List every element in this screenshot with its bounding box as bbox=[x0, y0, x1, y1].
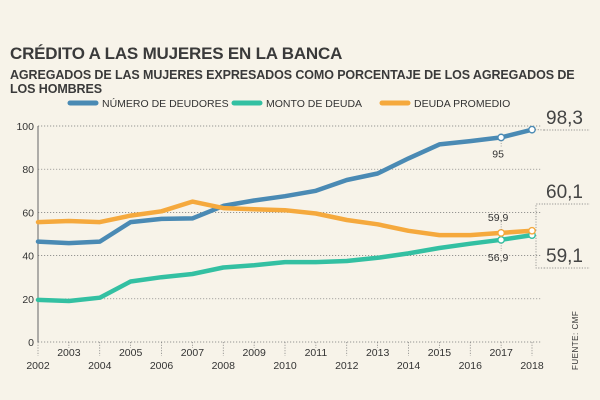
data-point-marker bbox=[528, 125, 536, 134]
legend-label: DEUDA PROMEDIO bbox=[414, 98, 510, 110]
y-tick-label: 60 bbox=[22, 207, 34, 219]
x-tick-label: 2003 bbox=[57, 347, 81, 359]
y-tick-label: 0 bbox=[28, 337, 34, 349]
legend-label: MONTO DE DEUDA bbox=[266, 98, 362, 110]
source-note: FUENTE: CMF bbox=[571, 311, 580, 370]
x-axis: 2002 2003 2004 2005 2006 2007 2008 2009 2010 2011… bbox=[26, 342, 544, 372]
end-label-leader bbox=[535, 203, 544, 231]
x-tick-label: 2004 bbox=[88, 360, 112, 372]
end-label-leader bbox=[535, 235, 544, 269]
y-tick-label: 80 bbox=[22, 164, 34, 176]
x-tick-label: 2017 bbox=[489, 347, 513, 359]
x-tick-label: 2002 bbox=[26, 360, 50, 372]
y-tick-label: 100 bbox=[16, 121, 34, 133]
grid bbox=[37, 125, 542, 343]
x-tick-label: 2012 bbox=[335, 360, 359, 372]
x-tick-label: 2007 bbox=[181, 347, 205, 359]
point-label: 59,9 bbox=[488, 212, 509, 224]
data-point-marker bbox=[497, 133, 506, 142]
x-tick-label: 2011 bbox=[305, 347, 328, 359]
x-tick-label: 2015 bbox=[428, 347, 452, 359]
series-line-monto-de-deuda bbox=[35, 232, 535, 304]
end-label: 60,1 bbox=[546, 182, 583, 203]
legend-label: NÚMERO DE DEUDORES bbox=[102, 97, 229, 110]
x-tick-label: 2006 bbox=[150, 360, 174, 372]
y-tick-label: 40 bbox=[22, 251, 34, 263]
x-tick-label: 2016 bbox=[459, 360, 483, 372]
data-point-marker bbox=[497, 235, 506, 244]
x-tick-label: 2013 bbox=[366, 347, 390, 359]
end-label: 98,3 bbox=[546, 108, 583, 129]
end-label: 59,1 bbox=[546, 246, 583, 267]
x-tick-label: 2010 bbox=[273, 360, 297, 372]
point-label: 95 bbox=[492, 148, 504, 160]
annotations: 95 59,9 56,9 98,3 60,1 59,1 bbox=[488, 108, 590, 269]
legend: NÚMERO DE DEUDORES MONTO DE DEUDA DEUDA PR… bbox=[67, 97, 510, 110]
point-label: 56,9 bbox=[488, 252, 509, 264]
x-tick-label: 2014 bbox=[397, 360, 421, 372]
y-axis: 0 20 40 60 80 100 bbox=[16, 121, 34, 349]
series-group bbox=[35, 127, 535, 304]
chart-subtitle: AGREGADOS DE LAS MUJERES EXPRESADOS COMO… bbox=[10, 68, 575, 96]
data-point-marker bbox=[497, 229, 506, 237]
x-tick-label: 2008 bbox=[212, 360, 236, 372]
data-point-marker bbox=[528, 226, 536, 235]
chart-title: CRÉDITO A LAS MUJERES EN LA BANCA bbox=[10, 44, 343, 63]
x-tick-label: 2009 bbox=[242, 347, 266, 359]
x-tick-label: 2018 bbox=[520, 360, 544, 372]
y-tick-label: 20 bbox=[22, 294, 34, 306]
series-line-n-mero-de-deudores bbox=[35, 127, 535, 246]
series-line-deuda-promedio bbox=[35, 199, 535, 238]
x-tick-label: 2005 bbox=[119, 347, 143, 359]
